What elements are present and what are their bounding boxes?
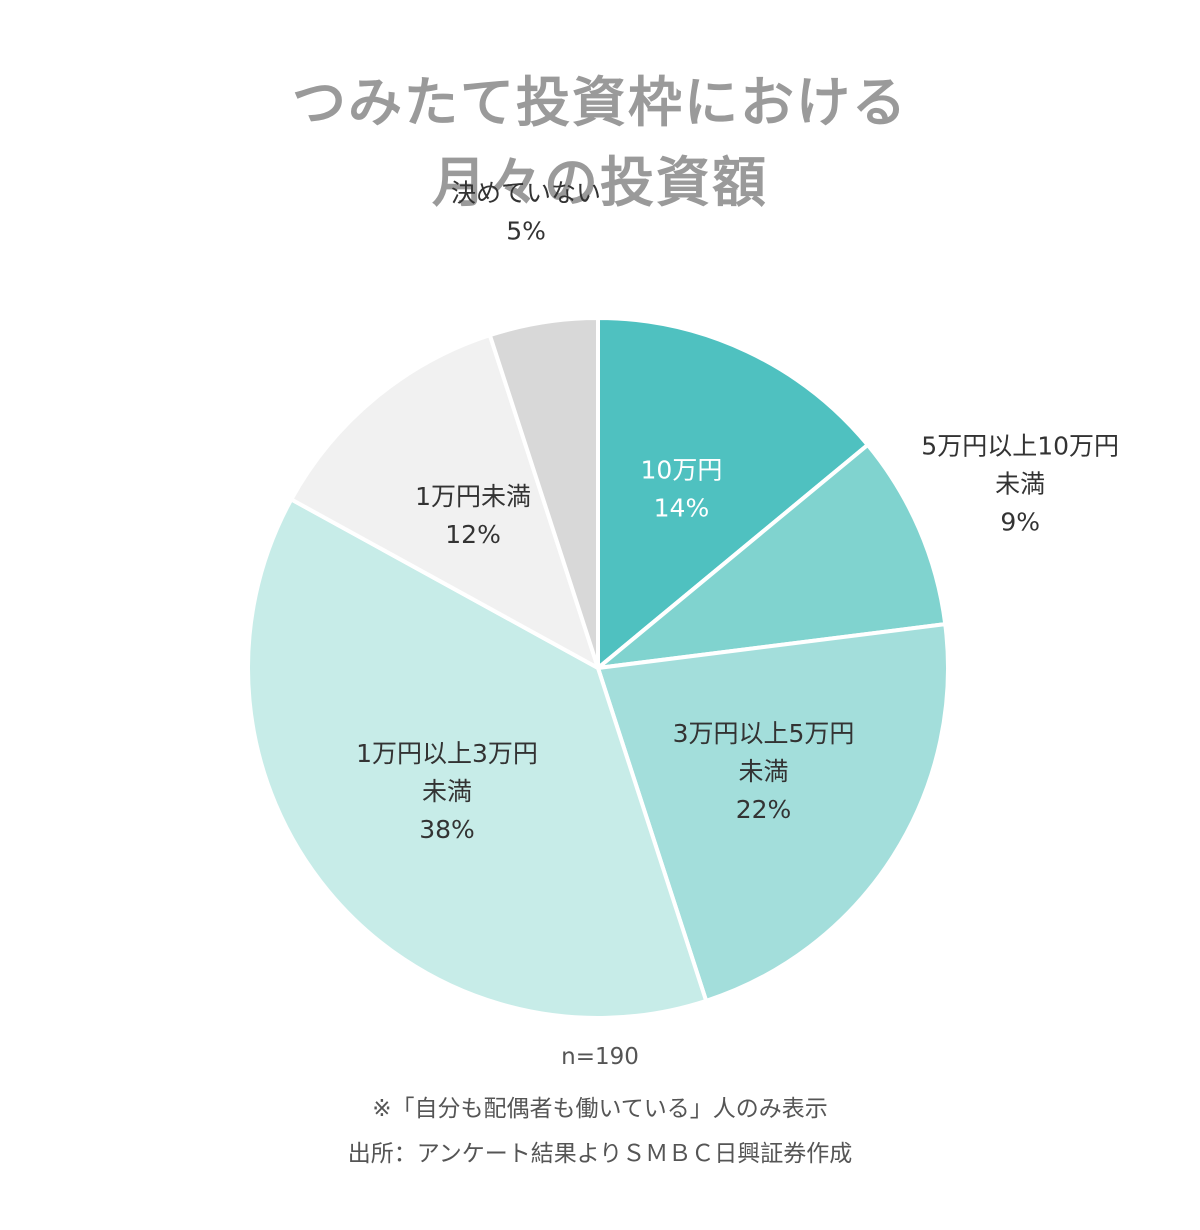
pie-slice-4 <box>289 333 600 670</box>
slice-category-label: 1万円未満 <box>415 482 531 511</box>
chart-title-line-2: 月々の投資額 <box>432 151 768 214</box>
slice-category-label: 決めていない <box>451 179 601 208</box>
slice-label-4: 1万円未満 12% <box>415 482 531 549</box>
slice-category-label: 10万円 <box>641 456 723 485</box>
pie-slice-3 <box>246 497 709 1020</box>
chart-title-line-1: つみたて投資枠における <box>292 71 908 134</box>
source-note: 出所：アンケート結果よりＳＭＢＣ日興証券作成 <box>347 1141 853 1167</box>
slice-category-label: 未満 <box>995 469 1045 498</box>
slice-value-label: 9% <box>1000 507 1040 536</box>
slice-value-label: 14% <box>654 494 710 523</box>
slice-value-label: 38% <box>419 815 475 844</box>
slice-label-0: 10万円 14% <box>641 456 723 523</box>
slice-category-label: 3万円以上5万円 <box>673 719 855 748</box>
slice-value-label: 5% <box>506 217 546 246</box>
slice-category-label: 未満 <box>422 777 472 806</box>
pie-slice-2 <box>596 622 950 1003</box>
slice-value-label: 22% <box>736 795 792 824</box>
pie-slice-5 <box>487 316 600 670</box>
filter-note: ※「自分も配偶者も働いている」人のみ表示 <box>372 1096 828 1122</box>
slice-category-label: 未満 <box>738 757 788 786</box>
pie-slice-0 <box>596 316 870 670</box>
slice-category-label: 1万円以上3万円 <box>356 739 538 768</box>
slice-category-label: 5万円以上10万円 <box>921 431 1119 460</box>
pie-slice-1 <box>596 442 948 670</box>
slice-value-label: 12% <box>445 520 501 549</box>
slice-label-5: 決めていない 5% <box>451 179 601 246</box>
sample-size-note: n=190 <box>561 1044 639 1070</box>
